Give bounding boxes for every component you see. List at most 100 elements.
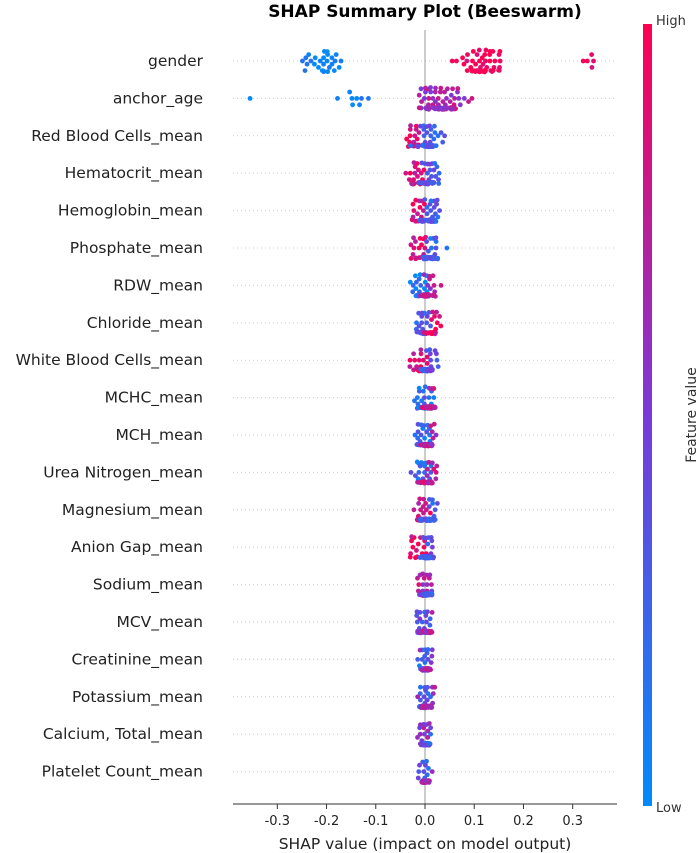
shap-point	[411, 235, 416, 241]
shap-point	[424, 211, 430, 217]
shap-point	[435, 96, 441, 101]
shap-point	[419, 160, 425, 166]
shap-point	[422, 435, 427, 441]
shap-point	[410, 201, 416, 207]
shap-point	[420, 759, 426, 765]
x-tick-label: -0.1	[363, 814, 388, 829]
shap-point	[425, 735, 431, 740]
shap-point	[354, 96, 360, 101]
shap-point	[423, 234, 428, 240]
shap-point	[414, 320, 419, 326]
shap-point	[410, 252, 416, 257]
shap-point	[425, 480, 431, 486]
shap-point	[464, 68, 470, 73]
shap-point	[423, 501, 429, 506]
feature-label: Hematocrit_mean	[65, 164, 203, 183]
shap-point	[425, 218, 431, 223]
shap-point	[421, 330, 427, 335]
shap-point	[413, 555, 418, 561]
shap-point	[422, 653, 428, 659]
shap-point	[412, 357, 418, 363]
shap-point	[424, 320, 430, 326]
shap-point	[424, 758, 429, 764]
shap-point	[420, 571, 426, 577]
shap-point	[415, 429, 421, 435]
shap-point	[424, 697, 430, 703]
shap-point	[428, 704, 434, 710]
feature-label: MCH_mean	[115, 426, 203, 445]
shap-point	[416, 179, 422, 185]
shap-point	[415, 541, 421, 547]
shap-point	[468, 65, 474, 70]
feature-label: Urea Nitrogen_mean	[43, 463, 203, 482]
shap-point	[419, 657, 425, 662]
shap-point	[432, 89, 438, 95]
shap-point	[430, 309, 436, 315]
shap-point	[414, 459, 420, 465]
shap-point	[324, 58, 330, 64]
shap-point	[407, 279, 413, 285]
shap-point	[436, 177, 441, 183]
shap-point	[321, 55, 326, 61]
shap-point	[412, 170, 418, 176]
shap-point	[444, 96, 449, 101]
shap-point	[413, 273, 418, 279]
shap-point	[416, 105, 422, 111]
shap-point	[477, 58, 482, 64]
shap-point	[432, 348, 438, 354]
shap-point	[430, 501, 436, 506]
shap-point	[425, 283, 431, 288]
shap-point	[433, 245, 439, 251]
shap-point	[433, 235, 439, 241]
shap-point	[312, 61, 317, 67]
shap-point	[414, 609, 420, 615]
shap-point	[428, 731, 433, 737]
shap-point	[466, 99, 471, 104]
shap-point	[413, 279, 419, 285]
shap-point	[455, 86, 461, 91]
shap-point	[424, 361, 430, 366]
shap-point	[418, 347, 424, 353]
shap-point	[321, 69, 327, 75]
shap-point	[428, 236, 433, 241]
shap-point	[425, 248, 431, 254]
shap-point	[306, 52, 312, 57]
shap-point	[312, 55, 318, 61]
shap-point	[423, 85, 428, 91]
shap-point	[414, 613, 420, 618]
shap-point	[434, 357, 440, 363]
shap-point	[409, 538, 414, 544]
shap-point	[425, 684, 430, 690]
shap-point	[434, 501, 440, 506]
shap-point	[429, 769, 435, 774]
shap-point	[247, 96, 253, 101]
shap-point	[410, 544, 416, 550]
shap-point	[427, 622, 433, 628]
shap-point	[416, 130, 422, 136]
shap-point	[421, 96, 427, 101]
feature-labels: gender anchor_age Red Blood Cells_mean Hema…	[16, 52, 204, 782]
shap-point	[428, 198, 434, 204]
feature-label: Calcium, Total_mean	[43, 725, 203, 744]
shap-point	[434, 309, 439, 315]
shap-point	[490, 68, 496, 73]
shap-point	[443, 105, 449, 111]
shap-point	[424, 772, 430, 778]
feature-label: Potassium_mean	[72, 688, 203, 707]
shap-point	[418, 86, 424, 92]
shap-point	[408, 123, 413, 129]
shap-point	[411, 351, 416, 357]
shap-point	[421, 272, 427, 278]
shap-point	[333, 52, 339, 57]
shap-point	[436, 170, 442, 176]
shap-point	[300, 58, 305, 64]
shap-point	[407, 554, 413, 560]
shap-point	[428, 286, 433, 291]
shap-point	[433, 174, 439, 179]
shap-point	[428, 85, 433, 90]
shap-point	[410, 289, 416, 295]
shap-point	[416, 323, 422, 329]
shap-point	[427, 123, 432, 129]
shap-point	[426, 766, 431, 771]
shap-point	[403, 170, 409, 176]
